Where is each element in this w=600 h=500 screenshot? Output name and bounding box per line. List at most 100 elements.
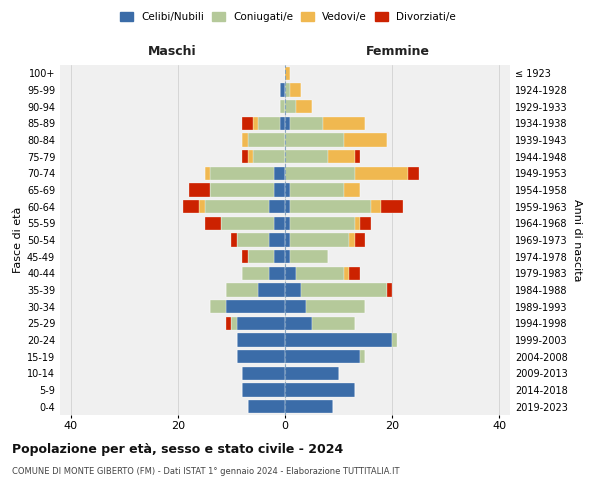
Bar [253,116,258,130]
Bar [210,166,274,180]
Bar [285,284,301,296]
Bar [296,266,344,280]
Bar [349,266,360,280]
Bar [226,300,285,314]
Bar [237,350,285,364]
Bar [285,166,355,180]
Bar [290,250,328,264]
Bar [408,166,419,180]
Bar [242,384,285,396]
Bar [237,334,285,346]
Bar [242,266,269,280]
Bar [285,366,338,380]
Bar [387,284,392,296]
Bar [360,350,365,364]
Bar [248,150,253,164]
Bar [285,66,290,80]
Bar [285,84,290,96]
Bar [226,284,258,296]
Bar [258,116,280,130]
Bar [296,100,312,114]
Y-axis label: Fasce di età: Fasce di età [13,207,23,273]
Bar [280,100,285,114]
Bar [269,200,285,213]
Bar [312,316,355,330]
Bar [285,334,392,346]
Bar [210,184,274,196]
Bar [290,84,301,96]
Bar [307,300,365,314]
Bar [290,116,323,130]
Bar [242,366,285,380]
Bar [285,216,290,230]
Bar [344,266,349,280]
Bar [274,184,285,196]
Bar [248,250,274,264]
Bar [285,234,290,246]
Bar [290,234,349,246]
Bar [237,234,269,246]
Bar [360,216,371,230]
Bar [290,216,355,230]
Bar [221,216,274,230]
Bar [285,316,312,330]
Bar [392,334,397,346]
Bar [237,316,285,330]
Bar [285,266,296,280]
Bar [285,116,290,130]
Bar [328,150,355,164]
Bar [242,134,248,146]
Bar [280,116,285,130]
Bar [285,250,290,264]
Text: COMUNE DI MONTE GIBERTO (FM) - Dati ISTAT 1° gennaio 2024 - Elaborazione TUTTITA: COMUNE DI MONTE GIBERTO (FM) - Dati ISTA… [12,468,400,476]
Bar [205,200,269,213]
Bar [344,134,387,146]
Bar [274,250,285,264]
Bar [301,284,387,296]
Bar [199,200,205,213]
Bar [242,250,248,264]
Bar [248,400,285,413]
Bar [274,216,285,230]
Bar [248,134,285,146]
Bar [274,166,285,180]
Text: Maschi: Maschi [148,46,197,59]
Bar [242,116,253,130]
Bar [285,134,344,146]
Bar [349,234,355,246]
Bar [290,200,371,213]
Legend: Celibi/Nubili, Coniugati/e, Vedovi/e, Divorziati/e: Celibi/Nubili, Coniugati/e, Vedovi/e, Di… [116,8,460,26]
Bar [344,184,360,196]
Bar [355,150,360,164]
Bar [205,216,221,230]
Bar [285,300,307,314]
Bar [285,400,333,413]
Bar [290,184,344,196]
Text: Femmine: Femmine [365,46,430,59]
Bar [210,300,226,314]
Bar [285,150,328,164]
Bar [242,150,248,164]
Text: Popolazione per età, sesso e stato civile - 2024: Popolazione per età, sesso e stato civil… [12,442,343,456]
Bar [285,200,290,213]
Bar [232,316,237,330]
Bar [269,234,285,246]
Bar [285,100,296,114]
Bar [323,116,365,130]
Bar [285,384,355,396]
Bar [253,150,285,164]
Bar [355,166,408,180]
Bar [355,234,365,246]
Bar [285,350,360,364]
Bar [183,200,199,213]
Bar [205,166,210,180]
Bar [371,200,382,213]
Bar [232,234,237,246]
Y-axis label: Anni di nascita: Anni di nascita [572,198,581,281]
Bar [285,184,290,196]
Bar [280,84,285,96]
Bar [258,284,285,296]
Bar [269,266,285,280]
Bar [226,316,232,330]
Bar [188,184,210,196]
